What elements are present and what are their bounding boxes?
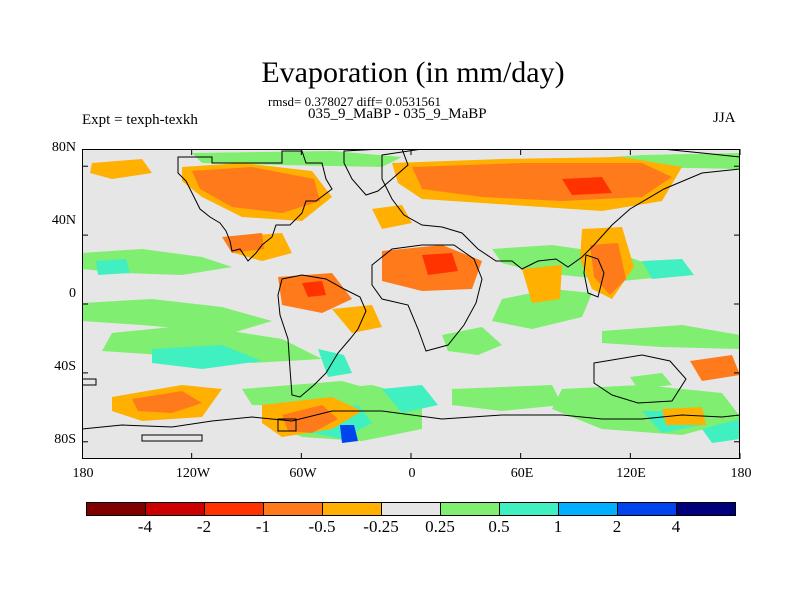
colorbar-swatch [263, 502, 323, 516]
lon-tick-label: 180 [730, 466, 752, 481]
lat-tick-label: 80S [54, 432, 76, 447]
season-label: JJA [713, 110, 736, 126]
runs-subtitle: 035_9_MaBP - 035_9_MaBP [308, 106, 487, 122]
lat-tick-label: 40S [54, 359, 76, 374]
colorbar-label: -0.25 [363, 517, 399, 536]
coastlines [82, 149, 740, 442]
lon-tick-label: 180 [72, 466, 94, 481]
colorbar-label: 4 [671, 517, 681, 536]
stats-subtitle: rmsd= 0.378027 diff= 0.0531561 [268, 94, 441, 109]
chart-title: Evaporation (in mm/day) [261, 56, 565, 89]
colorbar-label: -1 [255, 517, 271, 536]
colorbar-swatch [440, 502, 500, 516]
lat-tick-label: 40N [51, 213, 76, 228]
colorbar-swatch [381, 502, 441, 516]
colorbar-swatch [86, 502, 146, 516]
colorbar-label: 0.5 [488, 517, 510, 536]
lat-tick-label: 80N [51, 140, 76, 155]
lon-tick-label: 0 [408, 466, 416, 481]
negative-anomaly-fields [90, 157, 740, 437]
colorbar-label: -0.5 [308, 517, 336, 536]
colorbar-swatch [322, 502, 382, 516]
axis-ticks [82, 149, 741, 459]
lat-tick-label: 0 [69, 286, 76, 301]
colorbar-swatch [617, 502, 677, 516]
lon-tick-label: 60W [289, 466, 317, 481]
lon-tick-label: 120W [175, 466, 211, 481]
colorbar-swatch [676, 502, 736, 516]
lon-tick-label: 120E [616, 466, 646, 481]
experiment-label: Expt = texph-texkh [82, 112, 198, 128]
colorbar [86, 502, 736, 516]
colorbar-swatch [558, 502, 618, 516]
colorbar-swatch [145, 502, 205, 516]
colorbar-label: 1 [553, 517, 563, 536]
lon-tick-label: 60E [510, 466, 534, 481]
colorbar-swatch [204, 502, 264, 516]
colorbar-label: 2 [612, 517, 622, 536]
colorbar-label: -2 [196, 517, 212, 536]
colorbar-swatch [499, 502, 559, 516]
evaporation-map [82, 149, 741, 459]
colorbar-label: 0.25 [425, 517, 455, 536]
colorbar-label: -4 [137, 517, 153, 536]
